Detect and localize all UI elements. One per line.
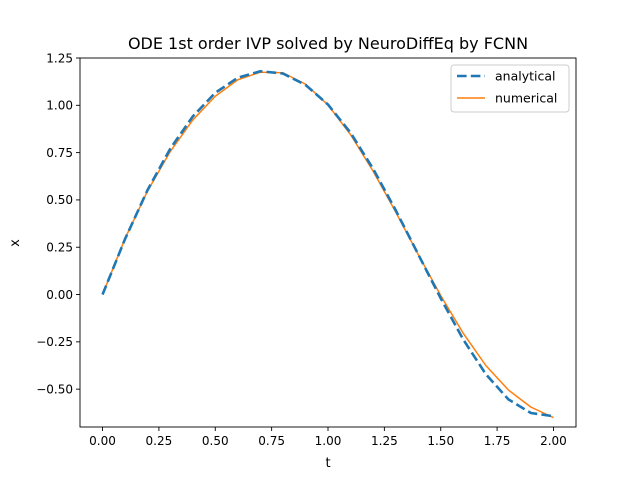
x-tick-label: 1.50 <box>427 434 454 448</box>
y-tick-label: 0.50 <box>46 193 73 207</box>
y-tick-label: −0.50 <box>36 382 73 396</box>
y-tick-label: −0.25 <box>36 335 73 349</box>
y-tick-label: 1.00 <box>46 99 73 113</box>
plot-frame <box>79 57 577 428</box>
legend-box <box>450 64 570 113</box>
x-tick-label: 0.50 <box>202 434 229 448</box>
y-axis-label: x <box>8 239 23 247</box>
legend-label-analytical: analytical <box>495 69 556 84</box>
y-tick-label: 0.25 <box>46 241 73 255</box>
y-tick-label: 0.00 <box>46 288 73 302</box>
x-axis-label: t <box>325 456 330 471</box>
chart-title: ODE 1st order IVP solved by NeuroDiffEq … <box>128 34 528 53</box>
x-axis-ticks: 0.00 0.25 0.50 0.75 1.00 1.25 1.50 1.75 2.00 <box>89 427 567 448</box>
plot-area <box>80 58 576 427</box>
x-tick-label: 1.75 <box>484 434 511 448</box>
x-tick-label: 1.25 <box>371 434 398 448</box>
y-tick-label: 1.25 <box>46 51 73 65</box>
x-tick-label: 0.00 <box>89 434 116 448</box>
x-tick-label: 2.00 <box>540 434 567 448</box>
y-axis-ticks: −0.50 −0.25 0.00 0.25 0.50 0.75 1.00 1.25 <box>36 51 80 396</box>
y-tick-label: 0.75 <box>46 146 73 160</box>
legend: analytical numerical <box>450 64 570 113</box>
series-line-analytical <box>101 69 554 418</box>
x-tick-label: 1.00 <box>315 434 342 448</box>
x-tick-label: 0.75 <box>258 434 285 448</box>
legend-label-numerical: numerical <box>495 91 557 106</box>
series-lines <box>101 69 554 419</box>
x-tick-label: 0.25 <box>146 434 173 448</box>
